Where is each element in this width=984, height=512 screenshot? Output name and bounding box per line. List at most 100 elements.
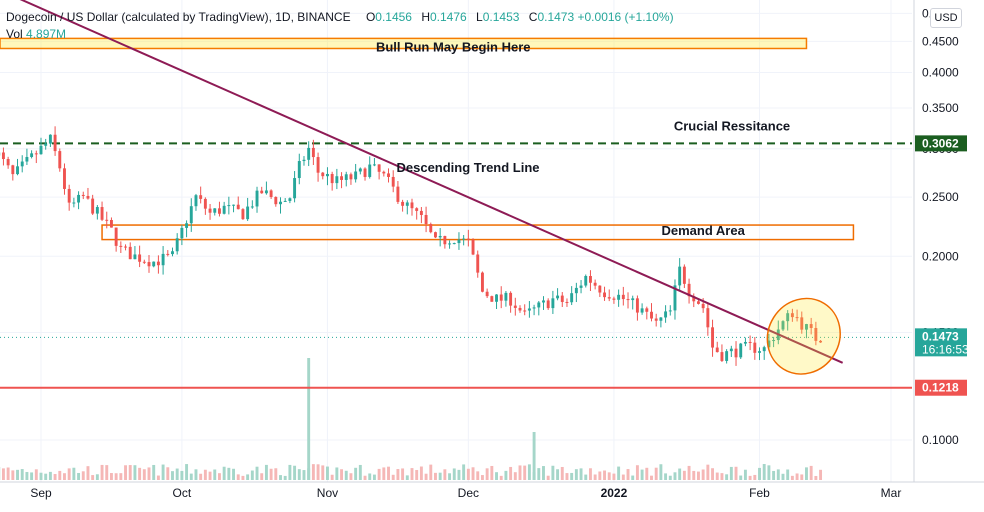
candle-body: [486, 292, 489, 296]
volume-bar: [209, 472, 212, 480]
candle-body: [758, 351, 761, 353]
volume-bar: [382, 467, 385, 480]
volume-bar: [218, 473, 221, 480]
candle-body: [566, 302, 569, 303]
candle-body: [650, 312, 653, 319]
volume-bar: [129, 465, 132, 480]
volume-bar: [260, 473, 263, 480]
volume-bar: [753, 475, 756, 480]
candle-body: [495, 294, 498, 301]
price-badge-countdown: 16:16:53: [922, 342, 969, 356]
volume-bar: [288, 465, 291, 480]
low-value: 0.1453: [483, 10, 520, 24]
volume-bar: [725, 474, 728, 480]
y-tick-label: 0.4000: [922, 66, 959, 80]
x-tick-label: Mar: [881, 486, 902, 500]
candle-body: [124, 247, 127, 248]
candle-body: [317, 157, 320, 173]
candle-body: [115, 228, 118, 246]
volume-bar: [664, 473, 667, 480]
low-label: L: [476, 10, 483, 24]
symbol-title[interactable]: Dogecoin / US Dollar (calculated by Trad…: [6, 10, 351, 24]
volume-bar: [537, 468, 540, 480]
volume-bar: [16, 470, 19, 480]
candle-body: [143, 262, 146, 263]
candle-body: [448, 243, 451, 244]
volume-bar: [683, 471, 686, 480]
candle-body: [176, 238, 179, 251]
volume-bar: [162, 465, 165, 480]
volume-bar: [293, 466, 296, 480]
candle-body: [415, 208, 418, 211]
volume-bar: [650, 476, 653, 480]
candle-body: [7, 159, 10, 165]
volume-bar: [631, 476, 634, 480]
volume-bar: [223, 467, 226, 480]
candle-body: [101, 207, 104, 220]
volume-bar: [622, 475, 625, 480]
volume-bar: [458, 470, 461, 480]
candle-body: [204, 199, 207, 209]
volume-bar: [237, 474, 240, 480]
volume-bar: [40, 473, 43, 480]
volume-bar: [406, 475, 409, 480]
volume-bar: [345, 471, 348, 480]
candle-body: [152, 262, 155, 267]
volume-bar: [148, 467, 151, 480]
candle-body: [138, 254, 141, 261]
candle-body: [105, 220, 108, 221]
volume-bar: [495, 472, 498, 480]
volume-bar: [364, 476, 367, 480]
candle-body: [171, 251, 174, 254]
candle-body: [368, 165, 371, 177]
ellipse-annotation: [753, 285, 854, 388]
volume-bar: [448, 473, 451, 480]
volume-bar: [91, 475, 94, 480]
volume-bar: [627, 469, 630, 480]
candle-body: [209, 209, 212, 213]
candle-body: [40, 146, 43, 154]
candle-body: [664, 311, 667, 317]
currency-button[interactable]: USD: [930, 8, 962, 28]
volume-bar: [612, 474, 615, 480]
trend-line-label: Descending Trend Line: [396, 160, 539, 175]
volume-bar: [570, 473, 573, 480]
candle-body: [608, 297, 611, 298]
volume-bar: [326, 467, 329, 480]
volume-bar: [180, 471, 183, 480]
volume-bar: [110, 473, 113, 480]
volume-bar: [335, 467, 338, 480]
candle-body: [335, 176, 338, 183]
volume-bar: [509, 467, 512, 480]
y-tick-label: 0.2000: [922, 249, 959, 263]
volume-bar: [519, 465, 522, 480]
volume-bar: [77, 473, 80, 480]
candle-body: [373, 164, 376, 165]
candle-body: [303, 160, 306, 161]
candle-body: [284, 201, 287, 202]
volume-bar: [566, 473, 569, 480]
candle-body: [331, 174, 334, 183]
volume-bar: [472, 467, 475, 480]
candle-body: [730, 349, 733, 352]
candle-body: [82, 195, 85, 196]
volume-bar: [805, 467, 808, 480]
volume-bar: [49, 472, 52, 480]
candle-body: [162, 254, 165, 265]
volume-bar: [124, 465, 127, 480]
volume-bar: [143, 469, 146, 480]
volume-bar: [443, 469, 446, 480]
volume-bar: [265, 465, 268, 480]
candle-body: [241, 209, 244, 219]
volume-bar: [561, 467, 564, 480]
candle-body: [490, 296, 493, 302]
candle-body: [711, 327, 714, 347]
volume-bar: [551, 466, 554, 480]
volume-bar: [284, 476, 287, 480]
candle-body: [659, 317, 662, 320]
volume-bar: [462, 464, 465, 480]
volume-bar: [25, 472, 28, 480]
volume-bar: [411, 468, 414, 480]
